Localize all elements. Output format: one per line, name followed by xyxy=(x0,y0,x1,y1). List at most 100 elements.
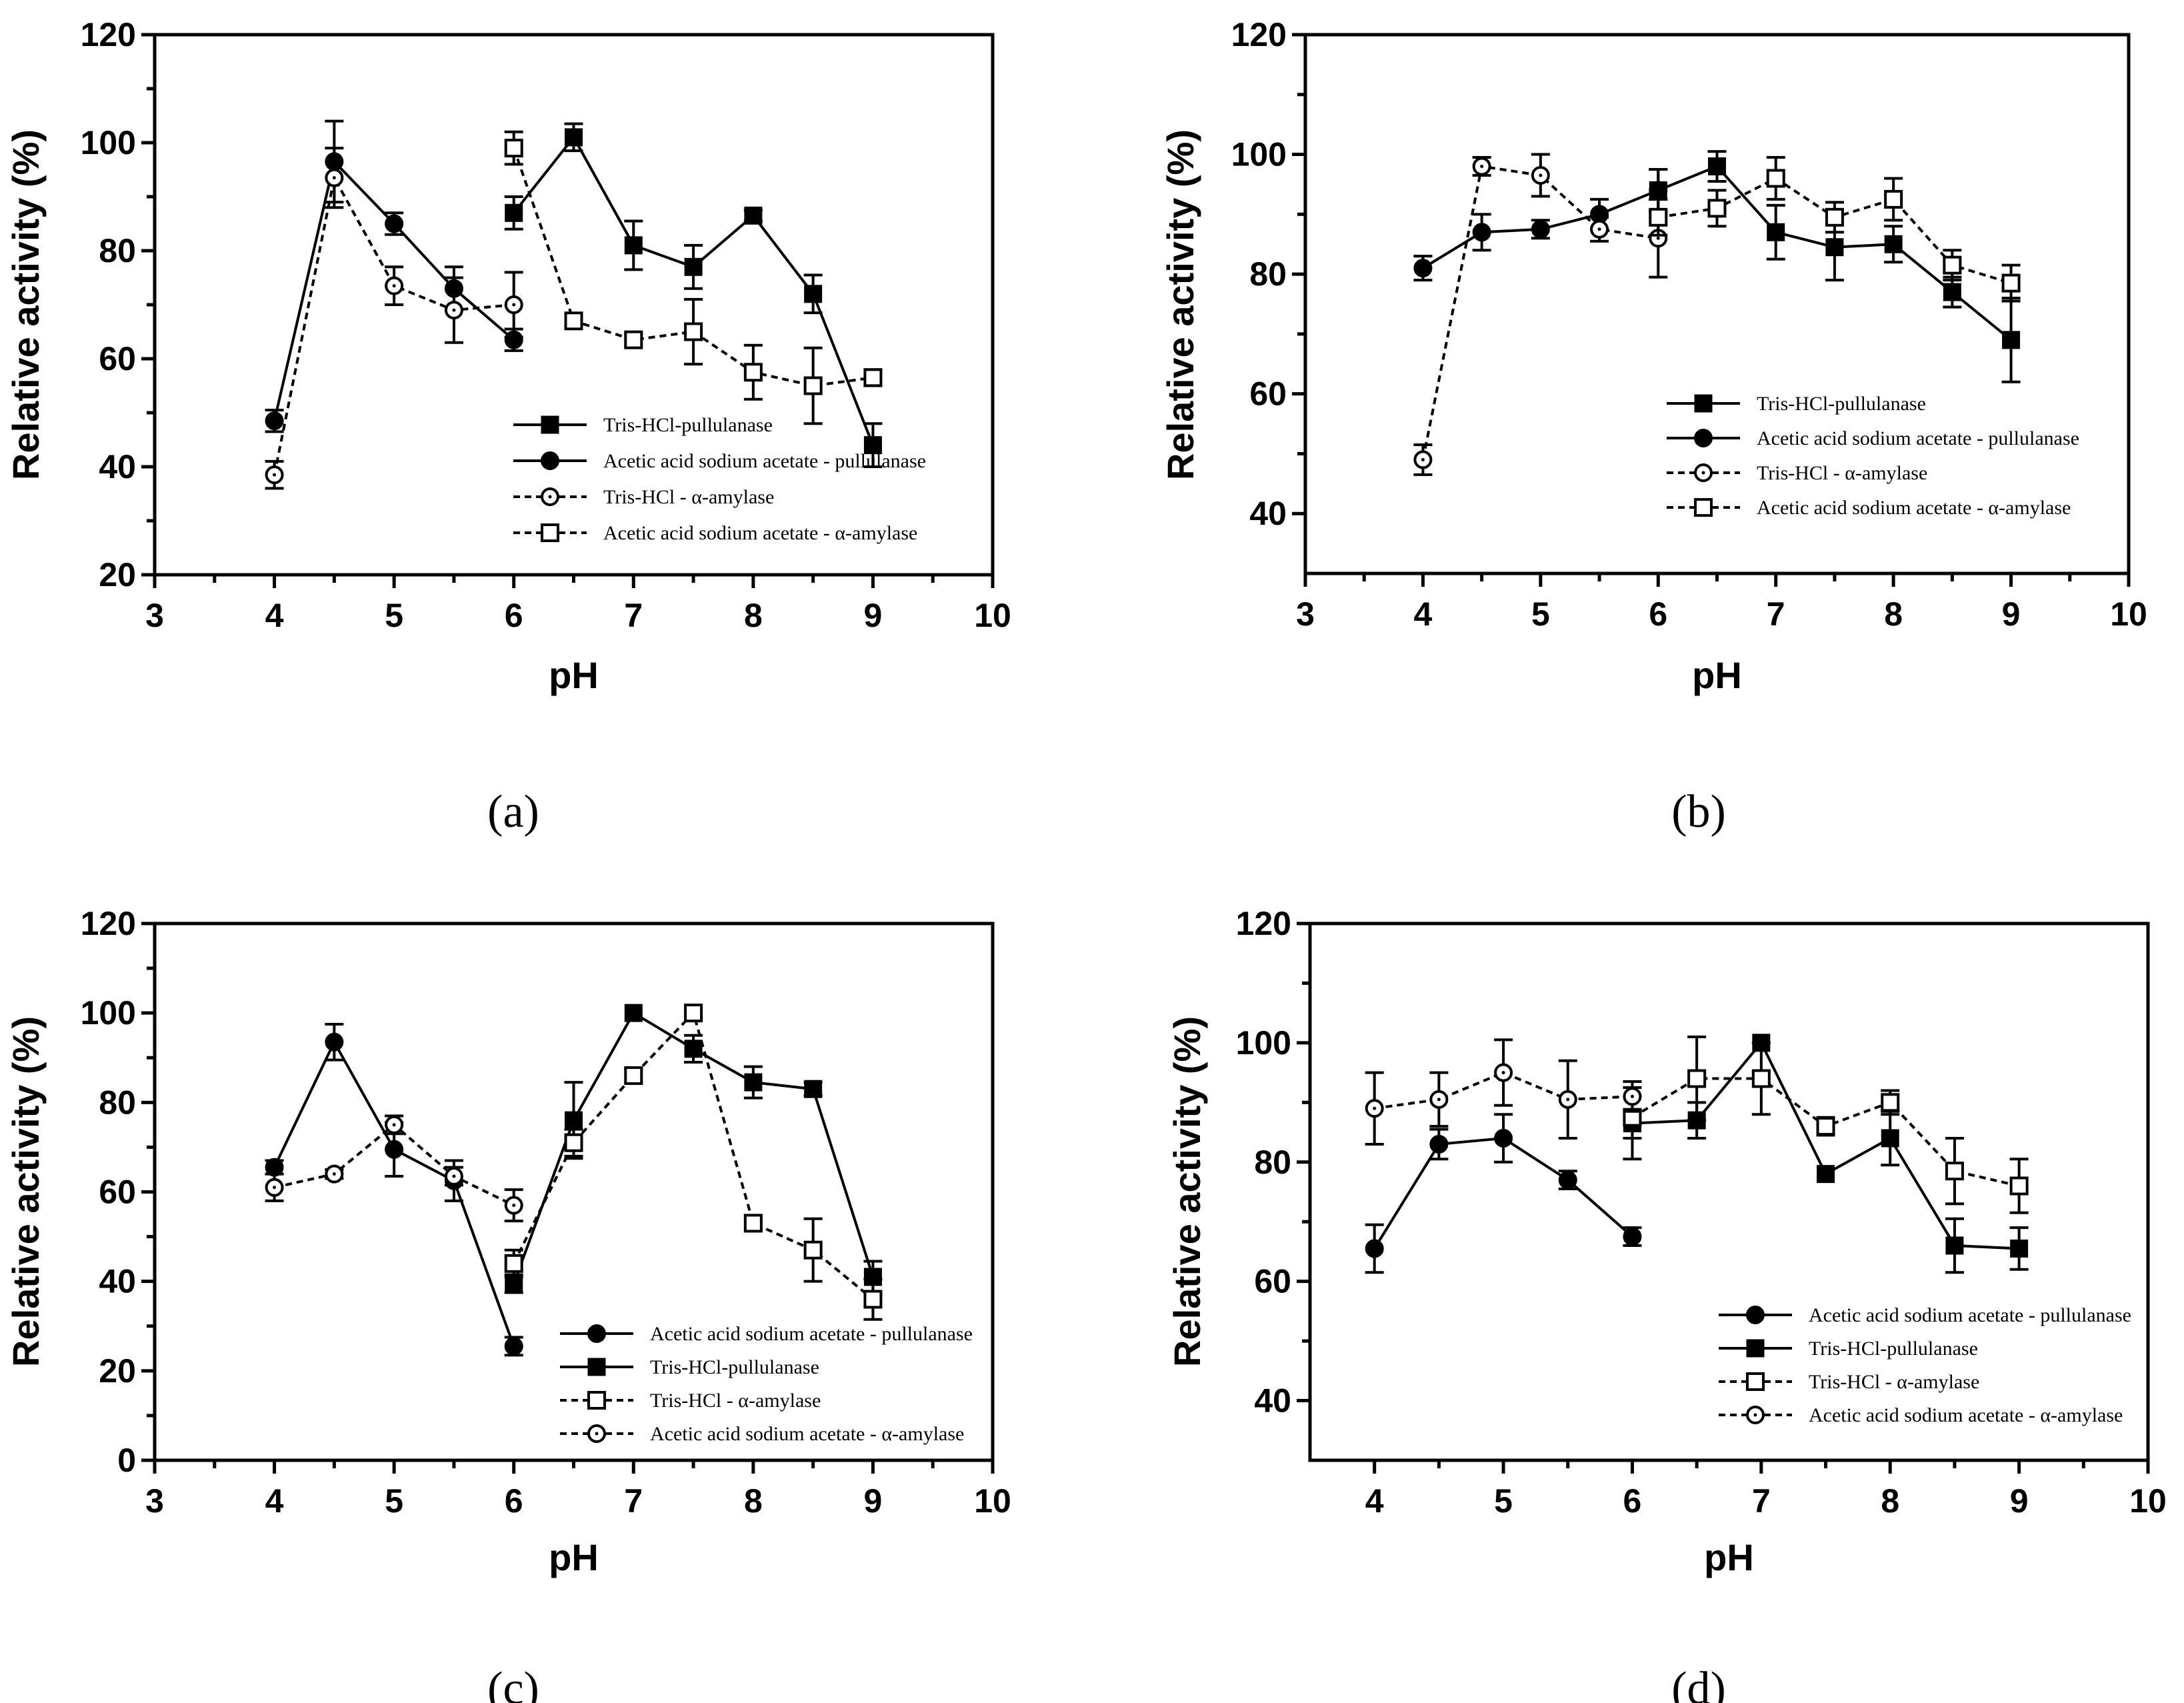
legend-marker-dot xyxy=(1753,1413,1757,1417)
data-point xyxy=(1825,207,1844,227)
data-point xyxy=(325,168,344,187)
legend-entry: Tris-HCl-pullulanase xyxy=(1667,393,1926,415)
data-point xyxy=(1429,1134,1449,1154)
x-tick-label: 10 xyxy=(974,597,1011,634)
data-point xyxy=(2010,1239,2029,1258)
x-tick-label: 3 xyxy=(1296,595,1315,633)
data-point xyxy=(863,436,882,455)
legend-label: Tris-HCl - α-amylase xyxy=(650,1390,821,1412)
x-axis-title: pH xyxy=(549,654,599,696)
data-point xyxy=(1687,1069,1707,1088)
y-tick-label: 80 xyxy=(1254,1144,1291,1181)
legend-entry: Tris-HCl - α-amylase xyxy=(560,1390,821,1412)
data-point xyxy=(504,1336,523,1356)
data-point-dot xyxy=(512,303,516,307)
data-point xyxy=(1816,1117,1835,1136)
data-point xyxy=(624,330,643,349)
data-point xyxy=(2009,1176,2029,1196)
x-tick-label: 8 xyxy=(744,1482,763,1520)
y-tick-label: 40 xyxy=(99,1263,136,1300)
legend-label: Acetic acid sodium acetate - pullulanase xyxy=(603,450,926,472)
x-axis-title: pH xyxy=(1704,1536,1754,1578)
data-point xyxy=(504,295,523,314)
series-1 xyxy=(504,1004,883,1294)
legend-label: Acetic acid sodium acetate - α-amylase xyxy=(1809,1404,2123,1426)
y-axis-title: Relative activity (%) xyxy=(5,1016,47,1367)
y-tick-label: 100 xyxy=(1231,136,1287,173)
chart-panel-b: 40 60 80 100 120 3 4 5 6 7 8 9 10 pH Relative activity… xyxy=(1159,16,2147,837)
legend-entry: Tris-HCl - α-amylase xyxy=(513,486,774,508)
y-tick-label: 120 xyxy=(81,16,136,53)
legend: Tris-HCl-pullulanase Acetic acid sodium a… xyxy=(1667,393,2079,519)
data-point xyxy=(1365,1099,1384,1118)
data-point xyxy=(1429,1090,1449,1109)
data-point xyxy=(504,139,523,158)
data-point xyxy=(1558,1090,1577,1109)
data-point-dot xyxy=(332,176,336,180)
data-point xyxy=(684,322,703,341)
y-tick-label: 60 xyxy=(1249,375,1287,413)
data-point xyxy=(504,1196,523,1215)
x-tick-label: 9 xyxy=(864,597,883,634)
data-point xyxy=(1767,223,1785,241)
legend-entry: Acetic acid sodium acetate - pullulanase xyxy=(560,1323,973,1345)
data-point xyxy=(1590,219,1609,239)
y-tick-label: 80 xyxy=(99,1084,136,1121)
y-tick-label: 120 xyxy=(1236,905,1291,942)
y-tick-label: 20 xyxy=(99,556,136,593)
data-point-dot xyxy=(392,284,396,288)
data-point xyxy=(804,1080,823,1098)
y-axis-title: Relative activity (%) xyxy=(1159,129,1201,480)
legend-marker xyxy=(1746,1406,1765,1424)
legend-entry: Acetic acid sodium acetate - α-amylase xyxy=(1667,497,2071,519)
legend-marker xyxy=(541,451,559,470)
plot-frame xyxy=(1308,922,2150,1462)
data-point xyxy=(863,1290,883,1309)
legend-marker xyxy=(1746,1306,1765,1324)
series-0 xyxy=(504,122,883,468)
legend-marker xyxy=(587,1424,606,1443)
y-tick-label: 100 xyxy=(1236,1024,1291,1062)
legend-marker xyxy=(1746,1339,1765,1358)
x-tick-label: 5 xyxy=(1531,595,1550,633)
legend-label: Tris-HCl-pullulanase xyxy=(1757,393,1926,415)
x-tick-label: 9 xyxy=(864,1482,883,1520)
x-tick-label: 4 xyxy=(1365,1482,1384,1520)
data-point xyxy=(2001,273,2021,293)
data-point xyxy=(684,1004,703,1023)
legend-label: Acetic acid sodium acetate - α-amylase xyxy=(603,522,917,544)
data-point xyxy=(385,276,404,295)
data-point xyxy=(1945,1236,1964,1255)
data-point xyxy=(385,214,404,233)
plot-frame xyxy=(1303,33,2131,575)
chart-panel-a: 20 40 60 80 100 120 3 4 5 6 7 8 9 10 pH Relative activi… xyxy=(5,16,1011,837)
data-point xyxy=(624,1004,643,1022)
y-tick-label: 60 xyxy=(1254,1263,1291,1300)
legend-entry: Acetic acid sodium acetate - pullulanase xyxy=(1719,1304,2131,1326)
legend-entry: Acetic acid sodium acetate - α-amylase xyxy=(513,522,917,544)
data-point-dot xyxy=(273,473,277,477)
legend-label: Acetic acid sodium acetate - pullulanase xyxy=(1809,1304,2131,1326)
legend-entry: Tris-HCl-pullulanase xyxy=(1719,1338,1978,1360)
y-tick-label: 100 xyxy=(81,994,136,1032)
x-tick-label: 5 xyxy=(1494,1482,1513,1520)
y-tick-label: 60 xyxy=(99,340,136,377)
data-point-dot xyxy=(1501,1071,1505,1075)
data-point xyxy=(444,301,463,320)
y-tick-label: 120 xyxy=(81,905,136,942)
data-point xyxy=(1881,1129,1899,1148)
data-point-dot xyxy=(452,308,456,312)
data-point-dot xyxy=(512,1204,516,1208)
panel-label: (c) xyxy=(487,1663,539,1703)
data-point xyxy=(1817,1165,1835,1184)
data-point xyxy=(1707,199,1727,218)
series-2 xyxy=(504,1004,883,1321)
legend-label: Tris-HCl-pullulanase xyxy=(603,414,773,436)
data-point xyxy=(1623,1087,1642,1106)
data-point xyxy=(863,368,883,387)
legend-entry: Tris-HCl-pullulanase xyxy=(513,414,773,436)
chart-panel-d: 40 60 80 100 120 4 5 6 7 8 9 10 pH Relative activity … xyxy=(1166,905,2167,1703)
data-point xyxy=(1472,223,1491,242)
y-axis-title: Relative activity (%) xyxy=(1166,1016,1208,1367)
y-tick-label: 40 xyxy=(99,448,136,485)
